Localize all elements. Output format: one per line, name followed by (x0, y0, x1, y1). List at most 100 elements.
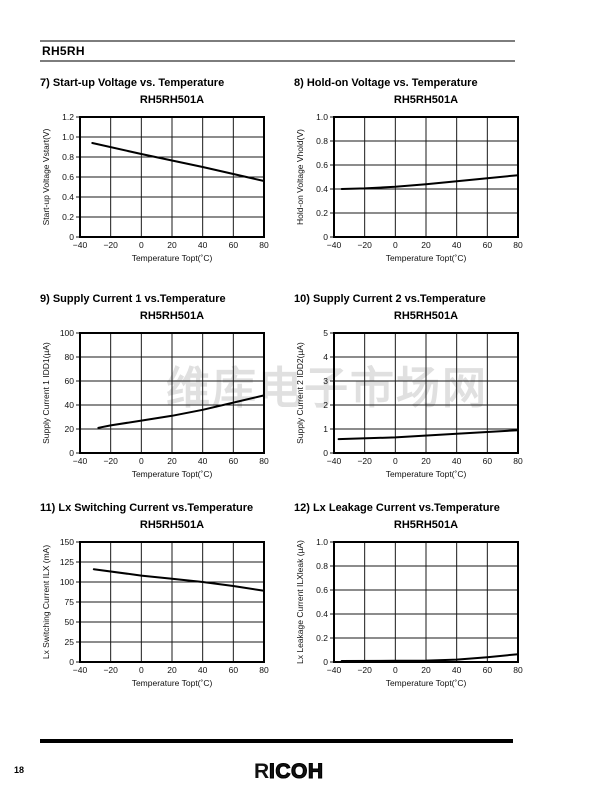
y-tick-label: 1.0 (62, 132, 74, 142)
x-tick-label: 20 (167, 240, 177, 250)
chart-plot-startup-voltage: −40 −20 0 20 40 60 80 0 0.2 0.4 0.6 0.8 1.0 1.2 Temper… (41, 112, 269, 263)
x-tick-label: 40 (452, 456, 462, 466)
page-header: RH5RH (40, 40, 515, 62)
y-tick-label: 0.4 (316, 609, 328, 619)
chart-title: 7) Start-up Voltage vs. Temperature (40, 77, 225, 89)
y-tick-label: 0 (69, 448, 74, 458)
x-tick-label: 20 (167, 456, 177, 466)
chart-lx-switching-current: 11) Lx Switching Current vs.Temperature … (40, 502, 280, 688)
ricoh-logo: R ICOH (254, 759, 324, 783)
y-tick-label: 50 (65, 617, 75, 627)
x-axis-label: Temperature Topt(˚C) (386, 678, 467, 688)
y-tick-label: 0.2 (316, 633, 328, 643)
x-tick-label: 60 (483, 456, 493, 466)
chart-title: 8) Hold-on Voltage vs. Temperature (294, 77, 478, 89)
y-tick-label: 60 (65, 376, 75, 386)
y-axis-label: Lx Leakage Current ILXleak (µA) (295, 540, 305, 664)
chart-supply-current-2: 10) Supply Current 2 vs.Temperature RH5R… (294, 293, 534, 479)
x-axis-label: Temperature Topt(˚C) (132, 469, 213, 479)
document-title: RH5RH (42, 44, 85, 58)
y-axis-label: Lx Switching Current ILX (mA) (41, 545, 51, 659)
y-tick-label: 0.6 (316, 585, 328, 595)
y-tick-label: 0.2 (316, 208, 328, 218)
x-tick-label: −20 (103, 456, 118, 466)
y-tick-label: 1.0 (316, 537, 328, 547)
y-tick-label: 0 (323, 232, 328, 242)
y-axis-label: Supply Current 1 IDD1(µA) (41, 342, 51, 444)
y-tick-label: 100 (60, 328, 74, 338)
x-tick-label: 60 (483, 665, 493, 675)
data-line (97, 394, 265, 429)
x-tick-label: 0 (139, 240, 144, 250)
chart-plot-lx-leakage-current: −40 −20 0 20 40 60 80 0 0.2 0.4 0.6 0.8 1.0 Temperatu… (295, 537, 523, 688)
data-line (92, 568, 265, 592)
y-tick-label: 40 (65, 400, 75, 410)
chart-plot-supply-current-2: −40 −20 0 20 40 60 80 0 1 2 3 4 5 Temperature Topt(˚C… (295, 328, 523, 479)
data-line (337, 429, 519, 441)
x-tick-label: −20 (103, 240, 118, 250)
y-tick-label: 0 (69, 232, 74, 242)
chart-subtitle: RH5RH501A (393, 519, 459, 531)
y-tick-label: 0 (69, 657, 74, 667)
y-tick-label: 0.8 (62, 152, 74, 162)
chart-plot-holdon-voltage: −40 −20 0 20 40 60 80 0 0.2 0.4 0.6 0.8 1.0 Temperatu… (295, 112, 523, 263)
y-tick-label: 150 (60, 537, 74, 547)
y-tick-label: 125 (60, 557, 74, 567)
x-tick-label: 20 (421, 665, 431, 675)
y-tick-label: 25 (65, 637, 75, 647)
y-tick-label: 1.2 (62, 112, 74, 122)
x-tick-label: 40 (198, 456, 208, 466)
y-axis-label: Hold-on Voltage Vhold(V) (295, 129, 305, 225)
x-tick-label: 0 (393, 665, 398, 675)
y-tick-label: 0 (323, 448, 328, 458)
y-tick-label: 80 (65, 352, 75, 362)
x-axis-label: Temperature Topt(˚C) (386, 469, 467, 479)
y-axis-label: Start-up Voltage Vstart(V) (41, 128, 51, 225)
x-tick-label: −20 (357, 665, 372, 675)
y-tick-label: 2 (323, 400, 328, 410)
chart-supply-current-1: 9) Supply Current 1 vs.Temperature RH5RH… (40, 293, 280, 479)
y-tick-label: 1.0 (316, 112, 328, 122)
x-tick-label: 80 (259, 456, 269, 466)
y-tick-label: 1 (323, 424, 328, 434)
x-tick-label: −40 (327, 665, 342, 675)
y-tick-label: 0.8 (316, 136, 328, 146)
logo-letter-r: R (254, 760, 269, 783)
y-tick-label: 0.8 (316, 561, 328, 571)
logo-letters-icoh: ICOH (269, 760, 324, 783)
chart-title: 9) Supply Current 1 vs.Temperature (40, 293, 226, 305)
chart-plot-supply-current-1: −40 −20 0 20 40 60 80 0 20 40 60 80 100 Temperature T… (41, 328, 269, 479)
chart-subtitle: RH5RH501A (393, 310, 459, 322)
x-tick-label: 80 (259, 665, 269, 675)
x-axis-label: Temperature Topt(˚C) (132, 253, 213, 263)
y-tick-label: 0.2 (62, 212, 74, 222)
y-tick-label: 0.6 (62, 172, 74, 182)
y-tick-label: 0 (323, 657, 328, 667)
x-tick-label: 20 (421, 240, 431, 250)
x-tick-label: 0 (139, 456, 144, 466)
plot-frame (79, 332, 265, 454)
x-tick-label: 20 (421, 456, 431, 466)
chart-title: 10) Supply Current 2 vs.Temperature (294, 293, 486, 305)
data-line (340, 174, 519, 190)
y-tick-label: 100 (60, 577, 74, 587)
chart-title: 11) Lx Switching Current vs.Temperature (40, 502, 254, 514)
y-tick-label: 5 (323, 328, 328, 338)
x-tick-label: 0 (393, 240, 398, 250)
y-tick-label: 0.4 (316, 184, 328, 194)
x-tick-label: −40 (327, 240, 342, 250)
x-tick-label: −20 (103, 665, 118, 675)
x-tick-label: 0 (393, 456, 398, 466)
plot-frame (333, 116, 519, 238)
x-tick-label: 80 (513, 665, 523, 675)
chart-plot-lx-switching-current: −40 −20 0 20 40 60 80 0 25 50 75 100 125 150 Temperatu… (41, 537, 269, 688)
plot-frame (79, 541, 265, 663)
x-tick-label: 40 (198, 240, 208, 250)
x-tick-label: 60 (483, 240, 493, 250)
chart-subtitle: RH5RH501A (139, 519, 205, 531)
data-line (340, 653, 519, 662)
x-tick-label: 80 (513, 456, 523, 466)
y-tick-label: 4 (323, 352, 328, 362)
data-line (91, 142, 265, 182)
